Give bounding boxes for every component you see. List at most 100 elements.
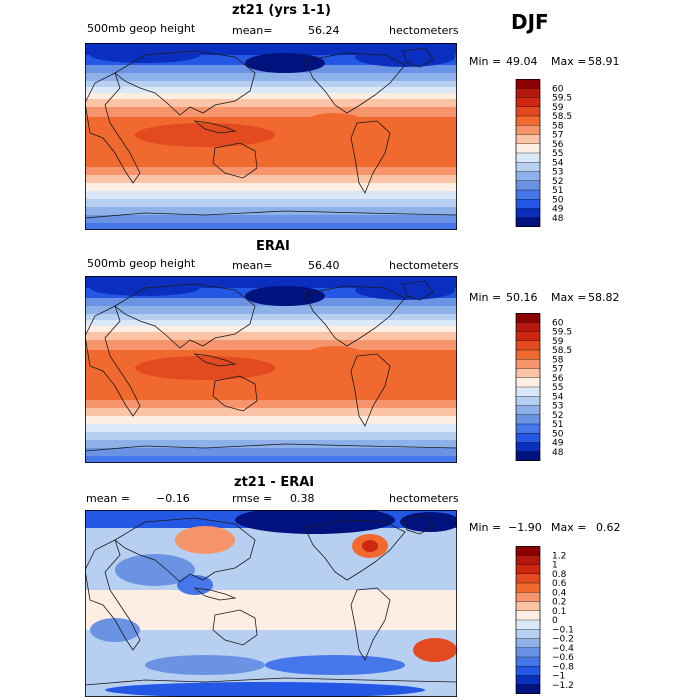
colorbar-tick-label: −0.6 (552, 653, 574, 663)
colorbar-swatch (516, 208, 540, 219)
colorbar-tick-label: 57 (552, 365, 563, 375)
colorbar-tick-label: 52 (552, 411, 563, 421)
colorbar-swatch (516, 153, 540, 163)
field-band (85, 107, 457, 117)
field-anomaly (115, 554, 195, 586)
coastline (350, 353, 391, 427)
panel-title: ERAI (256, 239, 290, 254)
colorbar-tick-label: 52 (552, 177, 563, 187)
coastline (350, 120, 391, 194)
coastline (85, 210, 457, 230)
field-anomaly (135, 123, 275, 147)
colorbar-swatch (516, 180, 540, 191)
colorbar-swatch (516, 313, 540, 323)
mean-value: 56.40 (308, 259, 340, 272)
field-band (85, 199, 457, 207)
colorbar-tick-label: −0.4 (552, 644, 574, 654)
map-frame (85, 43, 457, 230)
field-band (85, 320, 457, 326)
field-anomaly (362, 540, 378, 552)
field-band (85, 99, 457, 107)
field-band (85, 340, 457, 350)
colorbar-swatch (516, 106, 540, 117)
field-anomaly (400, 512, 457, 532)
colorbar-swatch (516, 573, 540, 584)
colorbar-swatch (516, 610, 540, 621)
map-frame (85, 276, 457, 463)
coastline (193, 120, 237, 134)
colorbar-tick-label: 1.2 (552, 551, 566, 561)
field-anomaly (135, 356, 275, 380)
colorbar-tick-label: 50 (552, 429, 564, 439)
rmse-label: rmse = (232, 492, 273, 505)
colorbar-tick-label: −0.1 (552, 625, 574, 635)
field-anomaly (245, 286, 325, 306)
colorbar-tick-label: 59.5 (552, 328, 572, 338)
coastline (402, 514, 434, 535)
map-diff (85, 510, 457, 697)
colorbar-tick-label: 49 (552, 205, 564, 215)
colorbar-tick-label: 60 (552, 318, 564, 328)
field-band (85, 432, 457, 440)
colorbar-swatch (516, 359, 540, 369)
field-band (85, 332, 457, 340)
min-value: 49.04 (506, 55, 538, 68)
min-value: −1.90 (508, 521, 542, 534)
colorbar-tick-label: 58.5 (552, 346, 572, 356)
colorbar-swatch (516, 684, 540, 694)
colorbar-tick-label: 57 (552, 131, 563, 141)
colorbar-swatch (516, 331, 540, 342)
field-anomaly (413, 638, 457, 662)
field-anomaly (265, 655, 405, 675)
colorbar-swatch (516, 377, 540, 388)
colorbar-swatch (516, 217, 540, 227)
colorbar-swatch (516, 162, 540, 172)
coastline (402, 280, 434, 301)
colorbar-tick-label: 54 (552, 392, 564, 402)
colorbar-swatch (516, 125, 540, 135)
field-band (85, 207, 457, 215)
min-value: 50.16 (506, 291, 538, 304)
colorbar-swatch (516, 199, 540, 209)
colorbar-tick-label: 59.5 (552, 94, 572, 104)
colorbar-tick-label: 0.2 (552, 598, 566, 608)
colorbar-swatch (516, 546, 540, 556)
colorbar-swatch (516, 368, 540, 379)
colorbar-tick-label: 0.1 (552, 607, 566, 617)
coastline (212, 609, 258, 646)
colorbar-tick-label: −0.2 (552, 635, 574, 645)
field-anomaly (305, 113, 365, 133)
colorbar-swatch (516, 592, 540, 602)
colorbar-tick-label: 58.5 (552, 112, 572, 122)
map-model (85, 43, 457, 230)
variable-label: 500mb geop height (87, 257, 196, 270)
field-band (85, 314, 457, 320)
field-band (85, 326, 457, 332)
colorbar-swatch (516, 405, 540, 416)
max-value: 58.82 (588, 291, 620, 304)
colorbar-tick-label: 49 (552, 439, 564, 449)
mean-label: mean= (232, 259, 273, 272)
colorbar-tick-label: −1.2 (552, 681, 574, 691)
colorbar-tick-label: 56 (552, 140, 564, 150)
field-band (85, 448, 457, 456)
field-band (85, 223, 457, 230)
coastline (402, 47, 434, 68)
colorbar-swatch (516, 414, 540, 425)
max-value: 0.62 (596, 521, 621, 534)
colorbar-tick-label: 51 (552, 186, 563, 196)
field-anomaly (175, 526, 235, 554)
variable-label: 500mb geop height (87, 22, 196, 35)
field-band (85, 424, 457, 432)
field-band (85, 306, 457, 314)
field-band (85, 167, 457, 175)
colorbar-swatch (516, 322, 540, 332)
coastline (304, 52, 406, 114)
max-label: Max = (551, 291, 587, 304)
colorbar-tick-label: 48 (552, 448, 564, 458)
coastline (114, 517, 256, 583)
colorbar-swatch (516, 424, 540, 434)
colorbar-swatch (516, 97, 540, 108)
